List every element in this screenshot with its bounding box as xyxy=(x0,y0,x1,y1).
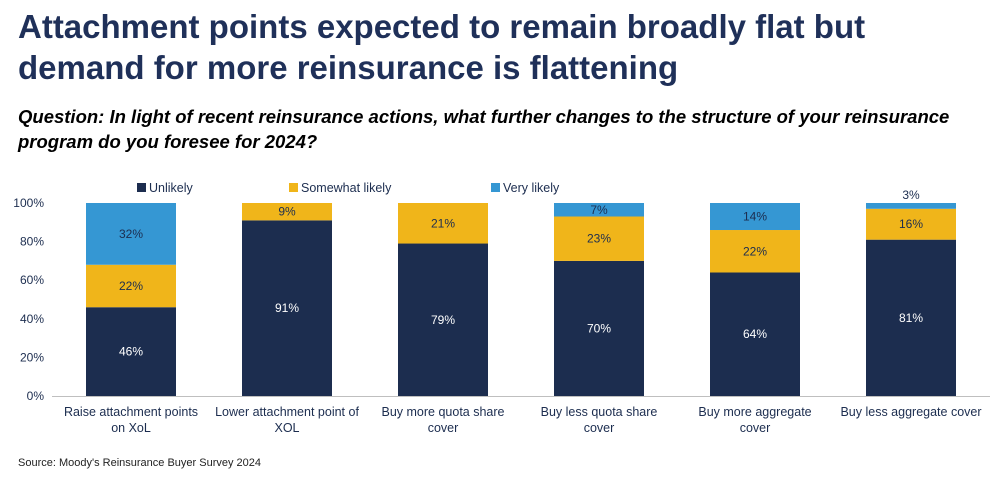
data-label: 7% xyxy=(590,203,608,217)
data-label: 22% xyxy=(119,279,143,293)
bar-segment xyxy=(242,220,332,396)
x-category-label-line: Buy less aggregate cover xyxy=(840,405,981,419)
x-category-label: Buy more quota share cover xyxy=(382,405,505,435)
bar-segment xyxy=(866,203,956,209)
x-category-label: Lower attachment point of XOL xyxy=(215,405,359,435)
x-category-label-line: XOL xyxy=(274,421,299,435)
x-category-label-line: Buy more quota share xyxy=(382,405,505,419)
y-tick-label: 20% xyxy=(20,350,44,364)
bar-segment xyxy=(554,203,644,217)
x-category-label-line: cover xyxy=(428,421,459,435)
x-category-label-line: Buy less quota share xyxy=(541,405,658,419)
bar-segment xyxy=(554,260,644,396)
x-category-label-line: on XoL xyxy=(111,421,151,435)
data-label: 46% xyxy=(119,345,143,359)
data-label: 16% xyxy=(899,217,923,231)
legend-label: Very likely xyxy=(503,181,560,195)
data-label: 91% xyxy=(275,301,299,315)
data-label: 70% xyxy=(587,321,611,335)
data-label: 81% xyxy=(899,311,923,325)
data-label: 64% xyxy=(743,327,767,341)
bar-segment xyxy=(86,264,176,308)
data-label: 79% xyxy=(431,313,455,327)
x-category-label-line: Raise attachment points xyxy=(64,405,198,419)
y-tick-label: 40% xyxy=(20,312,44,326)
x-category-label-line: cover xyxy=(740,421,771,435)
data-label: 3% xyxy=(902,188,920,202)
x-category-label: Buy more aggregate cover xyxy=(698,405,811,435)
bar-segment xyxy=(398,243,488,396)
bar-segment xyxy=(86,203,176,265)
bar-segment xyxy=(710,272,800,396)
bar-segment xyxy=(710,230,800,273)
bar-segment xyxy=(866,239,956,396)
legend-swatch xyxy=(289,183,298,192)
legend-label: Somewhat likely xyxy=(301,181,392,195)
bar-segment xyxy=(398,203,488,244)
bar-segment xyxy=(86,307,176,396)
y-tick-label: 100% xyxy=(13,196,44,210)
x-category-label-line: cover xyxy=(584,421,615,435)
bar-segment xyxy=(554,216,644,261)
legend-swatch xyxy=(137,183,146,192)
y-tick-label: 60% xyxy=(20,273,44,287)
x-category-label: Buy less quota share cover xyxy=(541,405,658,435)
legend-label: Unlikely xyxy=(149,181,194,195)
data-label: 32% xyxy=(119,227,143,241)
chart-title: Attachment points expected to remain bro… xyxy=(18,8,866,86)
x-category-label-line: Buy more aggregate xyxy=(698,405,811,419)
chart-subtitle: Question: In light of recent reinsurance… xyxy=(18,106,950,152)
data-label: 23% xyxy=(587,232,611,246)
data-label: 9% xyxy=(278,205,296,219)
source-note: Source: Moody's Reinsurance Buyer Survey… xyxy=(18,457,262,469)
legend-swatch xyxy=(491,183,500,192)
data-label: 21% xyxy=(431,216,455,230)
x-category-label: Raise attachment points on XoL xyxy=(64,405,198,435)
data-label: 14% xyxy=(743,210,767,224)
y-tick-label: 80% xyxy=(20,235,44,249)
data-label: 22% xyxy=(743,244,767,258)
bar-segment xyxy=(242,203,332,221)
x-category-label: Buy less aggregate cover xyxy=(840,405,981,419)
y-tick-label: 0% xyxy=(27,389,45,403)
x-category-label-line: Lower attachment point of xyxy=(215,405,359,419)
bar-segment xyxy=(710,203,800,231)
bar-segment xyxy=(866,208,956,240)
